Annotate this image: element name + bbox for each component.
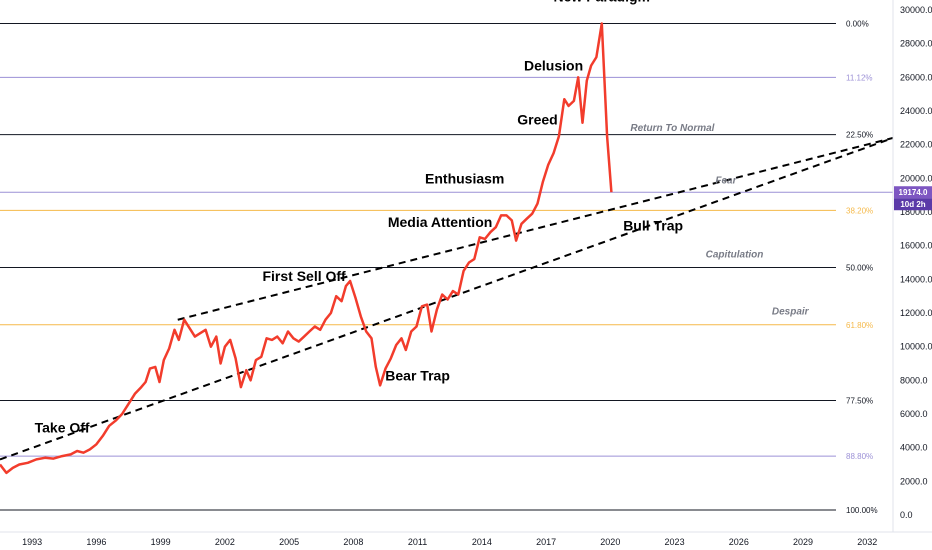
y-tick-label: 14000.0 xyxy=(900,274,932,284)
annotation: Media Attention xyxy=(388,214,492,230)
y-tick-label: 20000.0 xyxy=(900,173,932,183)
y-tick-label: 4000.0 xyxy=(900,443,928,453)
fib-label: 100.00% xyxy=(846,506,878,515)
price-series xyxy=(0,22,613,475)
y-tick-label: 2000.0 xyxy=(900,476,928,486)
y-tick-label: 22000.0 xyxy=(900,140,932,150)
fib-label: 77.50% xyxy=(846,397,873,406)
annotation: New Paradigm xyxy=(554,0,650,5)
y-tick-label: 28000.0 xyxy=(900,39,932,49)
annotation: First Sell Off xyxy=(262,268,346,284)
y-tick-label: 16000.0 xyxy=(900,241,932,251)
annotation: Delusion xyxy=(524,58,583,74)
x-tick-label: 2014 xyxy=(472,537,492,547)
x-tick-label: 2029 xyxy=(793,537,813,547)
x-tick-label: 2023 xyxy=(665,537,685,547)
x-tick-label: 2002 xyxy=(215,537,235,547)
annotation: Take Off xyxy=(35,420,90,436)
annotation: Enthusiasm xyxy=(425,170,504,186)
x-tick-label: 2005 xyxy=(279,537,299,547)
y-tick-label: 0.0 xyxy=(900,510,913,520)
annotation: Bear Trap xyxy=(385,367,450,383)
x-tick-label: 1993 xyxy=(22,537,42,547)
y-tick-label: 12000.0 xyxy=(900,308,932,318)
y-tick-label: 8000.0 xyxy=(900,375,928,385)
x-tick-label: 1999 xyxy=(151,537,171,547)
current-price-value: 19174.0 xyxy=(899,188,928,197)
annotations: New Paradigm Delusion Greed Enthusiasm Media… xyxy=(35,0,810,436)
y-tick-label: 26000.0 xyxy=(900,72,932,82)
current-price-badge xyxy=(894,186,932,199)
annotation: Bull Trap xyxy=(623,218,683,234)
annotation: Fear xyxy=(715,175,737,186)
x-tick-label: 2026 xyxy=(729,537,749,547)
x-tick-label: 1996 xyxy=(86,537,106,547)
x-tick-label: 2011 xyxy=(408,537,427,547)
fib-label: 22.50% xyxy=(846,131,873,140)
trendline xyxy=(177,136,894,321)
countdown-value: 10d 2h xyxy=(900,200,925,209)
y-tick-label: 30000.0 xyxy=(900,5,932,15)
countdown-badge xyxy=(894,198,932,211)
annotation: Greed xyxy=(517,111,557,127)
fib-label: 61.80% xyxy=(846,321,873,330)
y-tick-label: 18000.0 xyxy=(900,207,932,217)
y-tick-label: 6000.0 xyxy=(900,409,928,419)
x-tick-label: 2008 xyxy=(343,537,363,547)
y-tick-label: 24000.0 xyxy=(900,106,932,116)
x-tick-label: 2020 xyxy=(600,537,620,547)
fib-label: 50.00% xyxy=(846,264,873,273)
fib-label: 88.80% xyxy=(846,452,873,461)
annotation: Despair xyxy=(772,307,810,318)
annotation: Capitulation xyxy=(706,249,764,260)
fib-levels: 0.00% 11.12% 22.50% 38.20% 50.00% 61.80% 77.50… xyxy=(0,19,893,515)
fib-label: 38.20% xyxy=(846,206,873,215)
annotation: Return To Normal xyxy=(630,123,714,134)
fib-label: 0.00% xyxy=(846,19,869,28)
price-line xyxy=(0,22,613,475)
x-tick-label: 2017 xyxy=(536,537,556,547)
x-tick-label: 2032 xyxy=(857,537,877,547)
y-tick-label: 10000.0 xyxy=(900,342,932,352)
fib-label: 11.12% xyxy=(846,73,873,82)
